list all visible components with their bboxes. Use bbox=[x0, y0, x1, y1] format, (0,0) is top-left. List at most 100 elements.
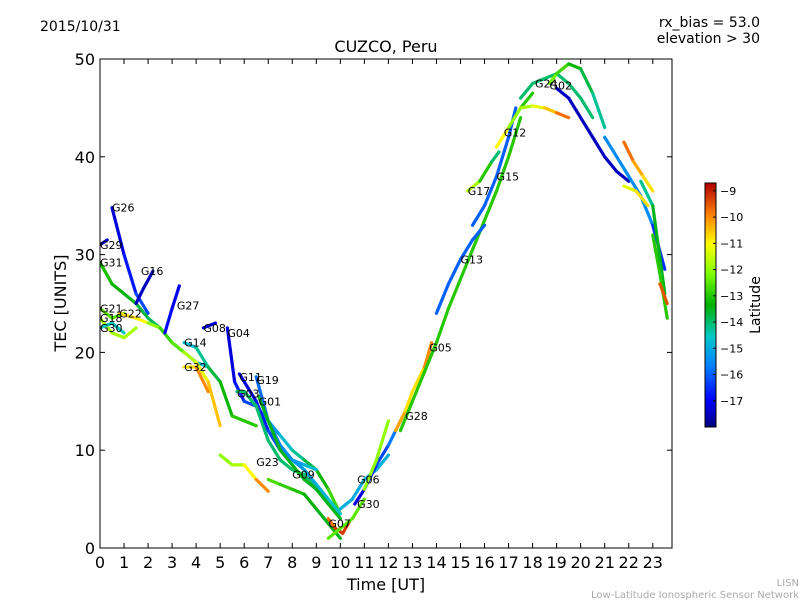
series-segment-s_j bbox=[350, 497, 366, 521]
series-segment-G17 bbox=[490, 150, 501, 164]
satellite-label-G13: G13 bbox=[461, 253, 484, 266]
series-segment-s_i bbox=[362, 458, 378, 491]
x-tick-label: 9 bbox=[311, 553, 321, 572]
colorbar-tick-label: −13 bbox=[720, 290, 743, 303]
series-segment-G02 bbox=[555, 62, 571, 76]
series-segment-s_a bbox=[555, 111, 571, 120]
colorbar bbox=[704, 182, 717, 428]
series-segment-G22 bbox=[206, 380, 222, 428]
series-segment-G07 bbox=[326, 517, 338, 531]
series-segment-G19 bbox=[278, 443, 294, 462]
x-tick-label: 0 bbox=[95, 553, 105, 572]
series-segment-G24 bbox=[555, 72, 571, 86]
series-segment-G02 bbox=[591, 91, 607, 130]
x-tick-label: 16 bbox=[474, 553, 494, 572]
series-segment-G02 bbox=[567, 62, 583, 71]
series-segment-G13 bbox=[470, 223, 487, 242]
series-segment-G24 bbox=[567, 81, 583, 100]
series-segment-G22 bbox=[134, 316, 150, 325]
series-segment-G03 bbox=[278, 458, 294, 472]
series-segment-G31 bbox=[110, 282, 126, 296]
series-segment-s_f bbox=[651, 204, 667, 296]
series-segment-G14 bbox=[218, 380, 234, 418]
series-segment-G04 bbox=[278, 433, 294, 452]
series-segment-G02 bbox=[547, 72, 559, 86]
series-segment-s_f bbox=[639, 179, 655, 208]
satellite-label-G15: G15 bbox=[497, 170, 520, 183]
series-segment-G06 bbox=[338, 497, 354, 511]
colorbar-label: Latitude bbox=[748, 276, 764, 334]
series-segment-G01 bbox=[326, 502, 342, 521]
series-segment-G22 bbox=[158, 326, 174, 345]
series-segment-G14 bbox=[194, 345, 210, 369]
series-segment-s_c bbox=[603, 135, 619, 159]
satellite-label-G26: G26 bbox=[112, 202, 135, 215]
satellite-label-G32: G32 bbox=[184, 361, 207, 374]
x-tick-label: 21 bbox=[595, 553, 615, 572]
series-segment-G02 bbox=[579, 67, 595, 95]
satellite-label-G18: G18 bbox=[100, 312, 123, 325]
satellite-label-G05: G05 bbox=[429, 342, 452, 355]
elevation-annotation: elevation > 30 bbox=[657, 31, 760, 47]
satellite-label-G08: G08 bbox=[203, 322, 226, 335]
series-segment-G22 bbox=[182, 350, 198, 364]
x-tick-label: 15 bbox=[450, 553, 470, 572]
x-tick-label: 19 bbox=[546, 553, 566, 572]
x-tick-label: 14 bbox=[426, 553, 446, 572]
series-segment-s_d bbox=[622, 140, 636, 164]
series-segment-G19 bbox=[290, 458, 306, 472]
series-segment-G30 bbox=[110, 321, 126, 335]
satellite-label-G30: G30 bbox=[100, 322, 123, 335]
footer-network: Low-Latitude Ionospheric Sensor Network bbox=[591, 590, 799, 600]
series-segment-s_h bbox=[658, 282, 669, 306]
series-segment-G23 bbox=[218, 453, 234, 467]
satellite-label-G04: G04 bbox=[227, 327, 250, 340]
series-segment-G05 bbox=[422, 341, 439, 374]
colorbar-tick-label: −16 bbox=[720, 369, 743, 382]
satellite-label-G23: G23 bbox=[256, 456, 279, 469]
series-segment-G06 bbox=[350, 477, 366, 501]
x-tick-label: 11 bbox=[354, 553, 374, 572]
x-tick-label: 23 bbox=[643, 553, 663, 572]
x-axis-label: Time [UT] bbox=[346, 575, 425, 594]
satellite-label-G19: G19 bbox=[256, 374, 279, 387]
series-segment-G17 bbox=[466, 179, 482, 193]
series-segment-G14 bbox=[242, 419, 258, 428]
series-segment-G09 bbox=[290, 487, 306, 496]
series-segment-s_g bbox=[651, 233, 662, 276]
series-segment-s_b bbox=[591, 135, 607, 159]
series-segment-G01 bbox=[266, 419, 282, 452]
series-segment-G19 bbox=[314, 482, 330, 501]
series-segment-G04 bbox=[225, 326, 237, 384]
colorbar-tick-label: −9 bbox=[720, 185, 736, 198]
satellite-label-G28: G28 bbox=[405, 410, 428, 423]
series-segment-G15 bbox=[482, 174, 499, 208]
colorbar-tick-label: −17 bbox=[720, 395, 743, 408]
series-segment-G19 bbox=[326, 497, 342, 516]
colorbar-ticks: −17 −16 −15 −14 −13 −12 −11 −10 −9 bbox=[713, 185, 743, 408]
axis-layer: 0 1 2 3 4 5 6 7 8 9 10 11 12 13 14 15 16 17 18 19 20 21 22 2301… bbox=[75, 50, 672, 572]
series-segment-s_c bbox=[615, 155, 631, 178]
y-tick-label: 10 bbox=[75, 441, 95, 460]
series-segment-G11 bbox=[302, 463, 318, 472]
series-segment-s_d bbox=[631, 160, 645, 178]
x-tick-label: 10 bbox=[330, 553, 350, 572]
satellite-label-G07: G07 bbox=[328, 518, 351, 531]
series-segment-G29 bbox=[100, 238, 109, 247]
x-tick-label: 20 bbox=[570, 553, 590, 572]
series-segment-G22 bbox=[117, 311, 138, 320]
series-segment-G24 bbox=[518, 81, 535, 100]
series-segment-s_a bbox=[518, 104, 535, 110]
series-segment-G23 bbox=[254, 477, 270, 493]
series-segment-G09 bbox=[326, 521, 342, 540]
series-segment-G31 bbox=[134, 301, 150, 320]
series-segment-G26 bbox=[122, 253, 138, 296]
series-segment-G31 bbox=[122, 292, 138, 306]
series-segment-G03 bbox=[254, 404, 270, 443]
series-segment-G11 bbox=[237, 372, 258, 403]
satellite-label-G21: G21 bbox=[100, 302, 123, 315]
series-segment-G12 bbox=[494, 125, 511, 149]
series-segment-G05 bbox=[494, 155, 511, 193]
series-segment-G13 bbox=[458, 238, 475, 262]
